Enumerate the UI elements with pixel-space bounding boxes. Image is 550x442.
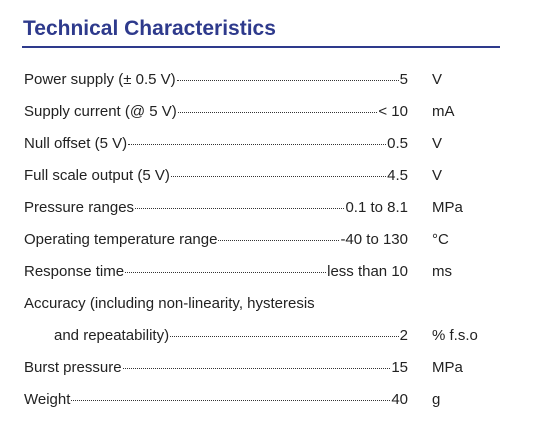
spec-list: Power supply (± 0.5 V) 5 V Supply current (… xyxy=(24,63,494,415)
title: Technical Characteristics xyxy=(23,17,276,40)
spec-unit: % f.s.o xyxy=(432,326,478,344)
spec-leader: and repeatability) 2 xyxy=(24,327,408,344)
spec-row: Operating temperature range -40 to 130 °C xyxy=(24,223,494,255)
dot-leader xyxy=(135,207,345,209)
spec-label: Pressure ranges xyxy=(24,198,135,216)
spec-label: Null offset (5 V) xyxy=(24,134,128,152)
dot-leader xyxy=(170,335,399,337)
spec-leader: Power supply (± 0.5 V) 5 xyxy=(24,71,408,88)
spec-leader: Supply current (@ 5 V) < 10 xyxy=(24,103,408,120)
spec-value: 4.5 xyxy=(387,166,408,184)
spec-row: Response time less than 10 ms xyxy=(24,255,494,287)
spec-unit: mA xyxy=(432,102,455,120)
spec-leader: Response time less than 10 xyxy=(24,263,408,280)
dot-leader xyxy=(170,175,387,177)
spec-leader: Operating temperature range -40 to 130 xyxy=(24,231,408,248)
spec-row: Pressure ranges 0.1 to 8.1 MPa xyxy=(24,191,494,223)
spec-unit: g xyxy=(432,390,441,408)
spec-label: Full scale output (5 V) xyxy=(24,166,170,184)
spec-row: Null offset (5 V) 0.5 V xyxy=(24,127,494,159)
spec-unit: V xyxy=(432,166,443,184)
dot-leader xyxy=(177,111,378,113)
dot-leader xyxy=(71,399,391,401)
spec-unit: MPa xyxy=(432,198,463,216)
spec-label: Operating temperature range xyxy=(24,230,218,248)
spec-value: 15 xyxy=(391,358,408,376)
spec-value: 0.5 xyxy=(387,134,408,152)
spec-row: Power supply (± 0.5 V) 5 V xyxy=(24,63,494,95)
title-rule xyxy=(22,46,500,48)
spec-unit: MPa xyxy=(432,358,463,376)
spec-leader: Pressure ranges 0.1 to 8.1 xyxy=(24,199,408,216)
spec-row: Supply current (@ 5 V) < 10 mA xyxy=(24,95,494,127)
spec-label: Response time xyxy=(24,262,125,280)
spec-value: < 10 xyxy=(378,102,408,120)
spec-leader: Weight 40 xyxy=(24,391,408,408)
spec-value: 5 xyxy=(399,70,408,88)
spec-value: 2 xyxy=(399,326,408,344)
spec-value: 40 xyxy=(391,390,408,408)
spec-label: Burst pressure xyxy=(24,358,122,376)
spec-leader: Burst pressure 15 xyxy=(24,359,408,376)
spec-label: Accuracy (including non-linearity, hyste… xyxy=(24,294,315,312)
dot-leader xyxy=(176,79,399,81)
spec-unit: ms xyxy=(432,262,452,280)
spec-unit: V xyxy=(432,70,443,88)
spec-label: Supply current (@ 5 V) xyxy=(24,102,177,120)
dot-leader xyxy=(218,239,340,241)
spec-value: less than 10 xyxy=(327,262,408,280)
spec-label: and repeatability) xyxy=(54,326,170,344)
spec-label: Weight xyxy=(24,390,71,408)
spec-row: Weight 40 g xyxy=(24,383,494,415)
spec-label: Power supply (± 0.5 V) xyxy=(24,70,176,88)
spec-unit: °C xyxy=(432,230,449,248)
spec-row: Burst pressure 15 MPa xyxy=(24,351,494,383)
spec-row: Accuracy (including non-linearity, hyste… xyxy=(24,287,494,319)
spec-leader: Full scale output (5 V) 4.5 xyxy=(24,167,408,184)
spec-unit: V xyxy=(432,134,443,152)
dot-leader xyxy=(128,143,387,145)
spec-leader: Null offset (5 V) 0.5 xyxy=(24,135,408,152)
spec-value: -40 to 130 xyxy=(340,230,408,248)
spec-row: and repeatability) 2 % f.s.o xyxy=(24,319,494,351)
dot-leader xyxy=(122,367,391,369)
spec-value: 0.1 to 8.1 xyxy=(345,198,408,216)
spec-row: Full scale output (5 V) 4.5 V xyxy=(24,159,494,191)
dot-leader xyxy=(125,271,327,273)
